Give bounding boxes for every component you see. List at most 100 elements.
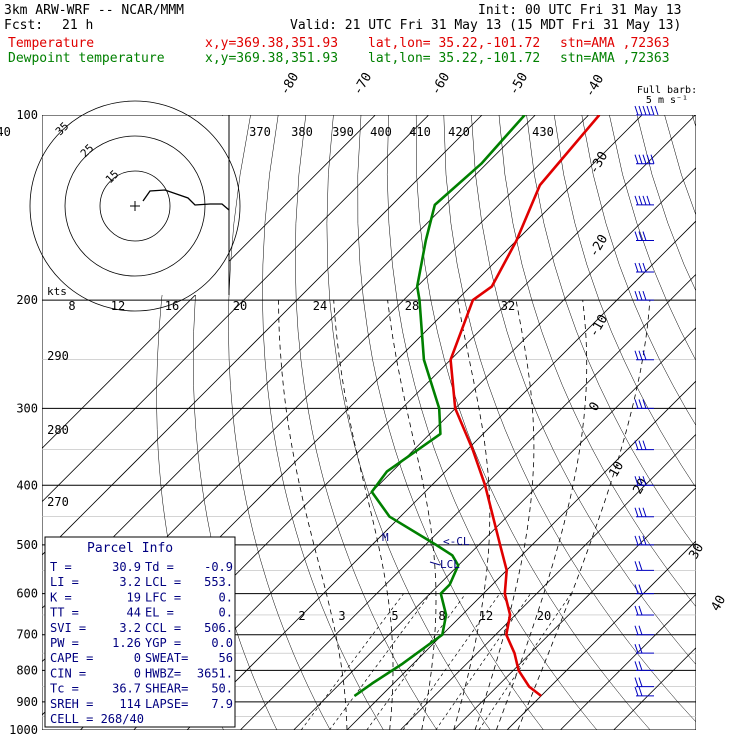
- wind-barb-flag: [638, 661, 643, 671]
- isotherm: [293, 327, 696, 730]
- theta-left-label: 290: [47, 349, 69, 363]
- moist-adiabat: [495, 300, 588, 730]
- moist-adiabat: [474, 300, 535, 730]
- dry-adiabat: [415, 115, 651, 730]
- wind-barb-flag: [634, 290, 639, 301]
- wind-barb-flag: [634, 661, 639, 671]
- wind-barb-flag: [634, 677, 639, 687]
- wind-barb-flag: [638, 535, 643, 546]
- isotherm: [42, 115, 429, 503]
- wind-barb-flag: [638, 350, 643, 360]
- speed-axis-label: 16: [165, 299, 179, 313]
- pressure-tick-label: 900: [16, 695, 38, 709]
- pressure-tick-label: 800: [16, 663, 38, 677]
- isotherm: [133, 167, 696, 730]
- parcel-param-label: SWEAT=: [145, 651, 188, 665]
- isotherm: [240, 273, 696, 730]
- parcel-info-title: Parcel Info: [87, 541, 173, 556]
- temperature-latlon: lat,lon= 35.22,-101.72: [368, 36, 541, 51]
- annotation-cl: <-CL: [443, 535, 470, 548]
- moist-adiabat: [387, 300, 437, 730]
- hodograph-trace: [142, 189, 230, 211]
- parcel-param-value: -0.9: [204, 560, 233, 574]
- pressure-tick-label: 1000: [9, 723, 38, 737]
- isotherm-label: -50: [506, 70, 531, 98]
- theta-left-label: 280: [47, 423, 69, 437]
- mixing-ratio-label: 2: [298, 609, 305, 623]
- wind-barb: [634, 154, 655, 165]
- dry-adiabat: [609, 115, 696, 362]
- hodograph-ring: [29, 100, 241, 312]
- parcel-param-label: SVI =: [50, 621, 86, 635]
- model-title: 3km ARW-WRF -- NCAR/MMM: [4, 3, 185, 18]
- mixing-ratio-label: 20: [537, 609, 551, 623]
- wind-barb-flag: [642, 476, 647, 486]
- parcel-param-value: 0: [134, 651, 141, 665]
- dry-adiabat: [664, 115, 696, 216]
- wind-barb-flag: [638, 625, 643, 635]
- pressure-tick-label: 300: [16, 401, 38, 415]
- parcel-cell-value: CELL = 268/40: [50, 712, 144, 726]
- parcel-param-value: 1.26: [112, 636, 141, 650]
- dry-adiabat: [262, 115, 384, 730]
- dry-adiabat: [526, 115, 696, 549]
- parcel-param-label: TT =: [50, 606, 79, 620]
- wind-barb: [634, 399, 654, 409]
- parcel-param-label: CCL =: [145, 621, 181, 635]
- wind-barb-flag: [638, 290, 643, 301]
- wind-barb: [634, 605, 654, 616]
- wind-barb-flag: [634, 625, 639, 635]
- mixing-ratio-line: [329, 593, 431, 730]
- pressure-tick-label: 400: [16, 478, 38, 492]
- mixing-ratio-label: 3: [338, 609, 345, 623]
- speed-axis-label: 12: [111, 299, 125, 313]
- wind-barb-flag: [642, 399, 647, 409]
- pressure-tick-label: 100: [16, 108, 38, 122]
- isotherm-label: -40: [582, 72, 607, 100]
- isotherm-label: 20: [630, 476, 651, 497]
- wind-barb: [634, 476, 654, 486]
- parcel-param-label: SREH =: [50, 697, 93, 711]
- temperature-station: stn=AMA ,72363: [560, 36, 670, 51]
- wind-barb-flag: [638, 195, 643, 206]
- wind-barb: [634, 535, 654, 546]
- parcel-param-value: 3.2: [119, 575, 141, 589]
- wind-barb-flag: [638, 262, 643, 273]
- isotherm-label: -60: [428, 70, 453, 98]
- wind-barb: [634, 231, 654, 242]
- isotherm-label: -80: [277, 70, 302, 98]
- wind-barb-flag: [646, 105, 651, 116]
- wind-barb-flag: [634, 195, 639, 206]
- isotherm: [560, 593, 696, 730]
- wind-barb-flag: [638, 154, 643, 164]
- pressure-tick-label: 200: [16, 293, 38, 307]
- parcel-param-label: T =: [50, 560, 72, 574]
- parcel-param-value: 36.7: [112, 682, 141, 696]
- wind-barb-flag: [634, 535, 639, 546]
- isotherm-label: 40: [708, 593, 729, 614]
- hodograph-ring: [64, 135, 206, 277]
- pressure-tick-label: 600: [16, 587, 38, 601]
- annotation-lcl: LCL: [440, 558, 460, 571]
- wind-barb-flag: [638, 677, 643, 687]
- wind-barb-flag: [634, 350, 639, 360]
- wind-barb-flag: [646, 195, 651, 206]
- theta-label: 430: [532, 125, 554, 139]
- mixing-ratio-line: [366, 593, 466, 730]
- dry-adiabat: [720, 115, 740, 730]
- wind-barb-flag: [638, 399, 643, 409]
- parcel-param-label: PW =: [50, 636, 79, 650]
- parcel-param-value: 0: [134, 666, 141, 680]
- wind-barb-flag: [638, 507, 643, 517]
- parcel-param-value: 50.: [211, 682, 233, 696]
- isotherm: [42, 115, 483, 556]
- dry-adiabat: [498, 115, 696, 608]
- wind-barb-flag: [638, 561, 643, 571]
- wind-barb-flag: [642, 231, 647, 241]
- annotation-m: M: [382, 531, 389, 544]
- wind-barb-flag: [654, 105, 659, 116]
- parcel-param-label: YGP =: [145, 636, 181, 650]
- wind-barb-flag: [642, 507, 647, 517]
- mixing-ratio-label: 12: [479, 609, 493, 623]
